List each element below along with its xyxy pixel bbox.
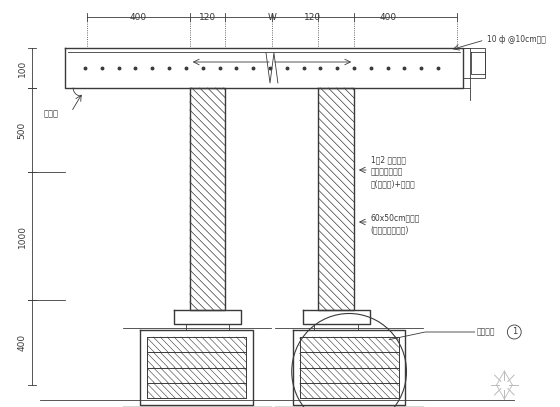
Text: 60x50cm铝目页: 60x50cm铝目页 xyxy=(371,214,420,223)
Text: 400: 400 xyxy=(18,334,27,351)
Text: (附不锈钢防藻网): (附不锈钢防藻网) xyxy=(371,225,409,234)
Text: 400: 400 xyxy=(379,13,396,22)
Text: 另祥操施: 另祥操施 xyxy=(477,328,495,337)
Text: 400: 400 xyxy=(130,13,147,22)
Text: W: W xyxy=(268,13,277,22)
Text: 漆(色另定)+防霉型: 漆(色另定)+防霉型 xyxy=(371,179,416,188)
Text: 1：2 防水粉光: 1：2 防水粉光 xyxy=(371,155,406,164)
Text: 滴水线: 滴水线 xyxy=(44,109,58,118)
Text: 商任施工砌水泥: 商任施工砌水泥 xyxy=(371,168,403,177)
Text: 120: 120 xyxy=(305,13,321,22)
Text: 100: 100 xyxy=(18,59,27,77)
Text: 120: 120 xyxy=(199,13,216,22)
Text: 1000: 1000 xyxy=(18,225,27,247)
Text: 10 ф @10cm复角: 10 ф @10cm复角 xyxy=(487,35,545,44)
Text: 500: 500 xyxy=(18,121,27,139)
Text: 1: 1 xyxy=(512,328,517,337)
